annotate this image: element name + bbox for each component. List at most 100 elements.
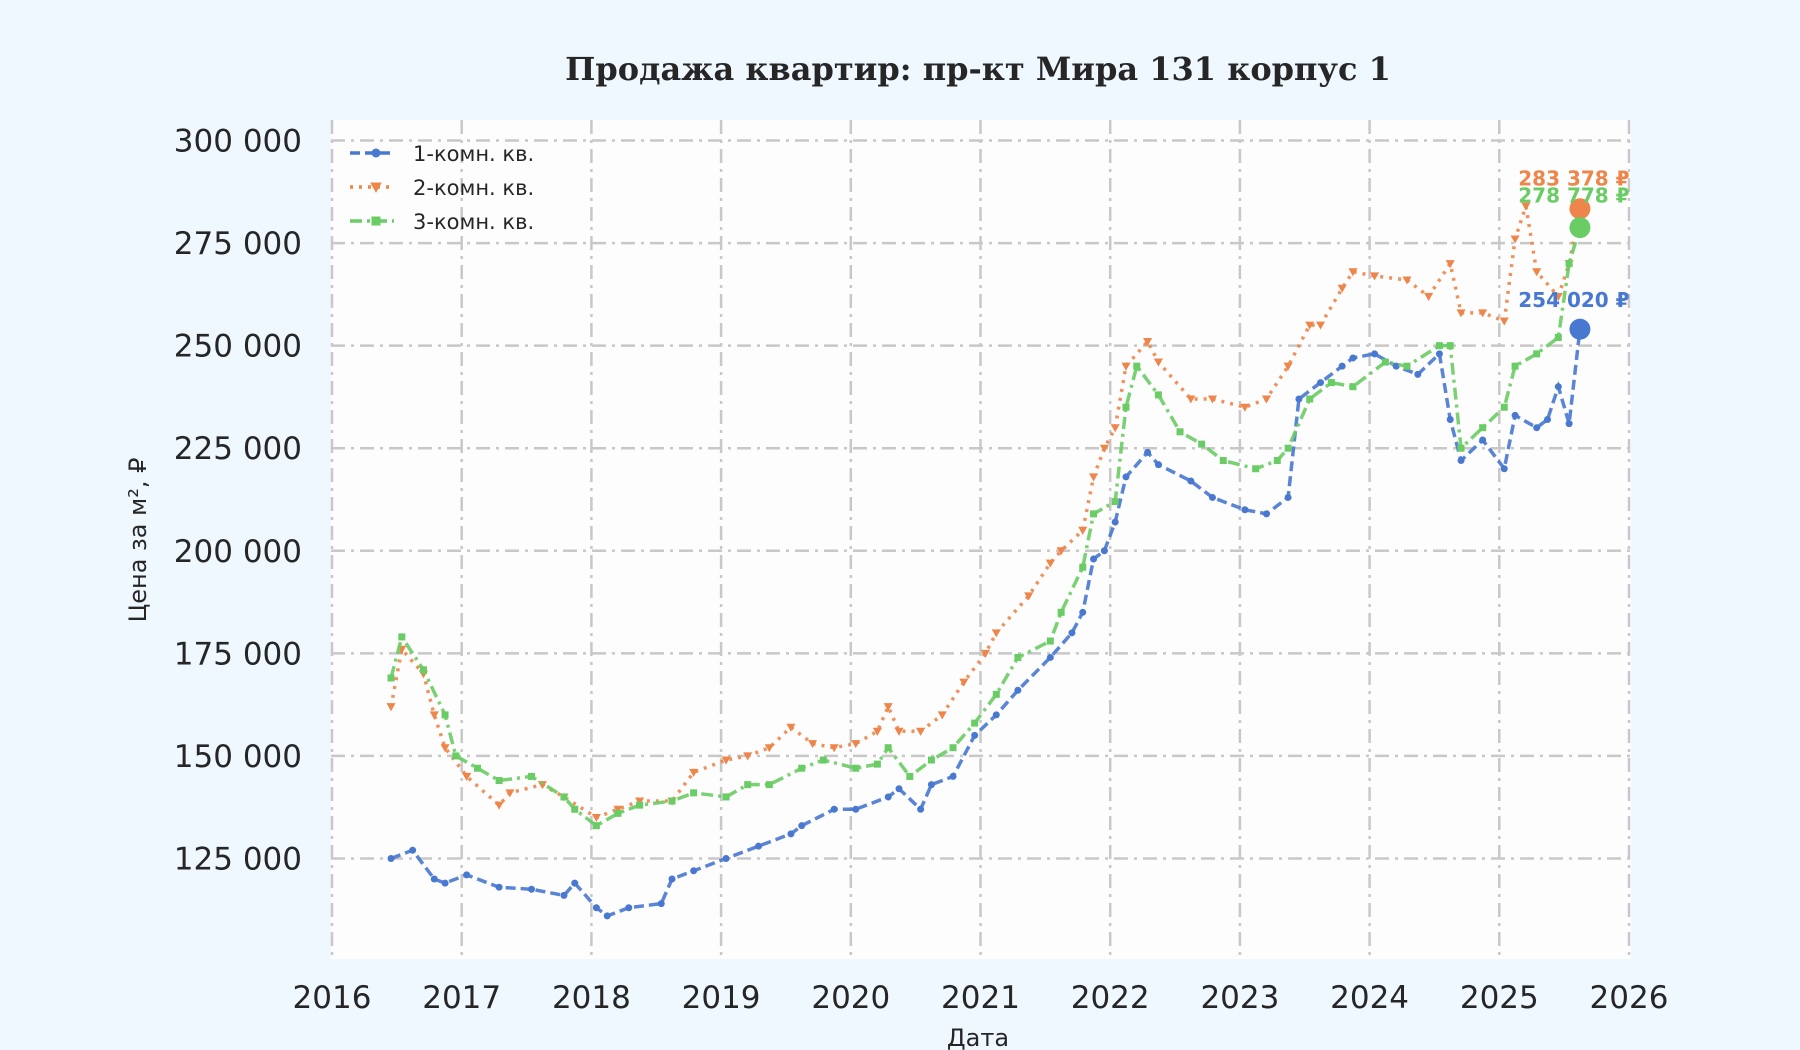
legend-item-2: 2-комн. кв. bbox=[350, 176, 534, 200]
data-point bbox=[744, 781, 752, 789]
data-point bbox=[1457, 444, 1465, 452]
data-point bbox=[1445, 260, 1455, 269]
x-tick-label: 2021 bbox=[941, 980, 1020, 1016]
data-point bbox=[1295, 395, 1303, 403]
grid bbox=[330, 120, 1631, 959]
data-point bbox=[614, 809, 622, 817]
series-line bbox=[389, 227, 1582, 828]
data-point bbox=[1099, 444, 1109, 453]
data-point bbox=[668, 875, 676, 883]
data-point bbox=[1187, 477, 1195, 485]
last-value-marker bbox=[1569, 217, 1591, 239]
data-point bbox=[1499, 317, 1509, 326]
data-point bbox=[386, 703, 396, 712]
data-point bbox=[1111, 518, 1119, 526]
data-point bbox=[1435, 350, 1443, 358]
legend: 1-комн. кв. 2-комн. кв. 3-комн. кв. bbox=[350, 142, 534, 234]
data-point bbox=[1207, 395, 1217, 404]
last-value-marker bbox=[1569, 198, 1591, 220]
series-1 bbox=[387, 328, 1582, 920]
data-point bbox=[937, 711, 947, 720]
y-tick-label: 250 000 bbox=[174, 329, 302, 365]
data-point bbox=[1014, 653, 1022, 661]
data-point bbox=[625, 904, 633, 912]
data-point bbox=[1381, 358, 1389, 366]
data-point bbox=[1392, 362, 1400, 370]
data-point bbox=[927, 756, 935, 764]
series-3 bbox=[387, 227, 1582, 830]
data-point bbox=[571, 805, 579, 813]
data-point bbox=[452, 752, 460, 760]
legend-marker bbox=[370, 182, 382, 193]
data-point bbox=[721, 756, 731, 765]
data-point bbox=[1284, 444, 1292, 452]
data-point bbox=[690, 789, 698, 797]
data-point bbox=[959, 678, 969, 687]
y-tick-label: 275 000 bbox=[174, 226, 302, 262]
data-point bbox=[722, 793, 730, 801]
data-point bbox=[1500, 403, 1508, 411]
data-point bbox=[927, 781, 935, 789]
data-point bbox=[1553, 292, 1563, 301]
data-point bbox=[463, 871, 471, 879]
data-point bbox=[754, 842, 762, 850]
data-point bbox=[787, 830, 795, 838]
data-point bbox=[1446, 342, 1454, 350]
data-point bbox=[1349, 383, 1357, 391]
data-point bbox=[429, 711, 439, 720]
legend-marker bbox=[371, 148, 381, 158]
annotations: 254 020 ₽ 283 378 ₽278 778 ₽ bbox=[1518, 167, 1630, 340]
data-point bbox=[1479, 436, 1487, 444]
data-point bbox=[1154, 461, 1162, 469]
y-tick-label: 150 000 bbox=[174, 739, 302, 775]
x-tick-label: 2022 bbox=[1071, 980, 1150, 1016]
data-point bbox=[1014, 686, 1022, 694]
data-point bbox=[1456, 309, 1466, 318]
data-point bbox=[1317, 379, 1325, 387]
data-point bbox=[1457, 457, 1465, 465]
data-point bbox=[430, 875, 438, 883]
y-tick-label: 200 000 bbox=[174, 534, 302, 570]
data-point bbox=[409, 846, 417, 854]
last-value-label: 278 778 ₽ bbox=[1518, 184, 1629, 208]
data-point bbox=[1533, 350, 1541, 358]
data-point bbox=[765, 781, 773, 789]
data-point bbox=[1511, 362, 1519, 370]
data-point bbox=[1143, 338, 1153, 347]
data-point bbox=[807, 740, 818, 749]
ticks: 2016 2017 2018 2019 2020 2021 2022 2023 2024 2025… bbox=[174, 124, 1669, 1016]
data-point bbox=[419, 666, 427, 674]
data-point bbox=[884, 793, 892, 801]
data-point bbox=[1133, 362, 1141, 370]
data-point bbox=[851, 740, 861, 749]
data-point bbox=[798, 822, 806, 830]
data-point bbox=[592, 904, 600, 912]
data-point bbox=[1565, 260, 1573, 268]
data-point bbox=[1337, 284, 1347, 293]
data-point bbox=[1100, 547, 1108, 555]
data-point bbox=[387, 854, 395, 862]
data-point bbox=[1327, 379, 1335, 387]
data-point bbox=[916, 727, 926, 736]
x-tick-label: 2023 bbox=[1200, 980, 1279, 1016]
data-point bbox=[1078, 526, 1088, 535]
data-point bbox=[560, 793, 568, 801]
data-point bbox=[743, 752, 753, 761]
data-point bbox=[1057, 608, 1065, 616]
data-point bbox=[495, 777, 503, 785]
legend-marker bbox=[371, 216, 381, 226]
y-tick-label: 300 000 bbox=[174, 124, 302, 160]
data-point bbox=[1241, 506, 1249, 514]
series-2 bbox=[386, 202, 1582, 823]
data-point bbox=[494, 801, 504, 810]
data-point bbox=[1068, 629, 1076, 637]
data-point bbox=[852, 805, 860, 813]
x-tick-label: 2017 bbox=[422, 980, 501, 1016]
legend-item-1: 1-комн. кв. bbox=[350, 142, 534, 166]
data-point bbox=[1565, 420, 1573, 428]
data-point bbox=[1402, 276, 1412, 285]
data-point bbox=[1305, 321, 1315, 330]
data-point bbox=[1500, 465, 1508, 473]
data-point bbox=[1533, 424, 1541, 432]
data-point bbox=[1414, 370, 1422, 378]
